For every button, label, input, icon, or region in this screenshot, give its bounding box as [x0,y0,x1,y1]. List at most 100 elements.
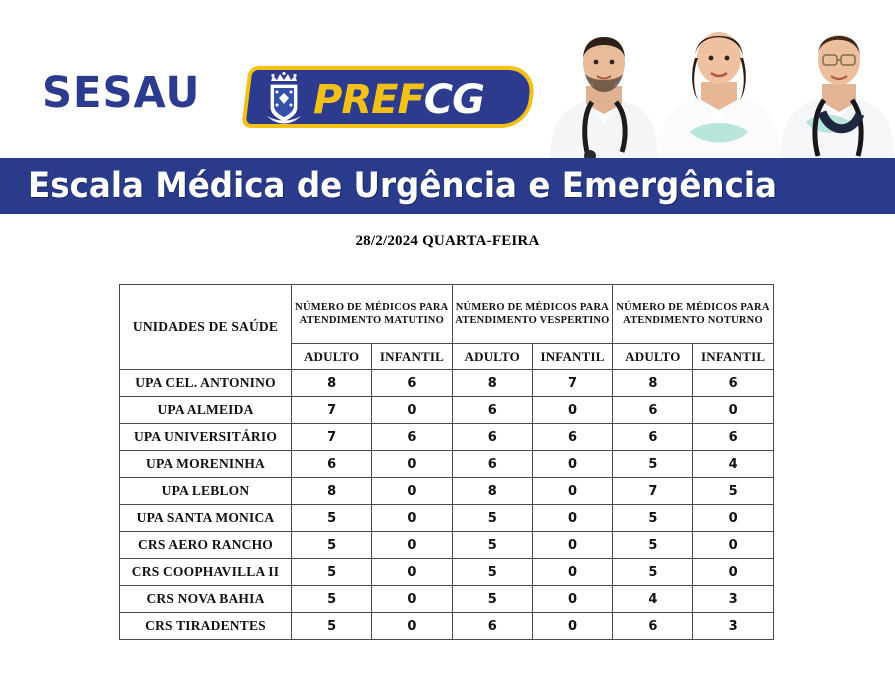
cell-noturno-adulto: 5 [612,504,694,532]
page-title-banner: Escala Médica de Urgência e Emergência [0,158,895,214]
unit-name: UPA LEBLON [119,477,292,505]
cell-matutino-infantil: 0 [371,477,453,505]
unit-name: CRS NOVA BAHIA [119,585,292,613]
cell-noturno-infantil: 5 [692,477,774,505]
cell-vespertino-infantil: 0 [531,450,614,478]
cell-matutino-infantil: 0 [371,612,453,640]
table-header-row-groups: UNIDADES DE SAÚDE NÚMERO DE MÉDICOS PARA… [119,284,774,370]
unit-name: CRS TIRADENTES [119,612,292,640]
cell-vespertino-adulto: 6 [451,396,533,424]
prefcg-logo-badge: PREFCG [241,66,537,128]
cell-vespertino-adulto: 8 [451,477,533,505]
column-group-vespertino: NÚMERO DE MÉDICOS PARA ATENDIMENTO VESPE… [451,284,614,344]
table-row: UPA SANTA MONICA 5 0 5 0 5 0 [119,504,774,532]
column-group-matutino: NÚMERO DE MÉDICOS PARA ATENDIMENTO MATUT… [291,284,453,344]
cell-vespertino-infantil: 0 [531,504,614,532]
table-row: CRS COOPHAVILLA II 5 0 5 0 5 0 [119,558,774,586]
table-body: UPA CEL. ANTONINO 8 6 8 7 8 6 UPA ALMEID… [119,369,774,640]
cell-vespertino-infantil: 0 [531,612,614,640]
cell-noturno-adulto: 6 [612,423,694,451]
cell-matutino-infantil: 6 [371,423,453,451]
column-header-noturno-infantil: INFANTIL [692,343,774,370]
column-header-matutino-adulto: ADULTO [290,343,373,370]
schedule-date: 28/2/2024 QUARTA-FEIRA [355,233,540,249]
cell-matutino-adulto: 7 [290,423,373,451]
table-row: CRS TIRADENTES 5 0 6 0 6 3 [119,612,774,640]
cell-matutino-infantil: 0 [371,450,453,478]
table-row: UPA LEBLON 8 0 8 0 7 5 [119,477,774,505]
cell-vespertino-adulto: 5 [451,531,533,559]
cell-noturno-adulto: 5 [612,558,694,586]
table-row: UPA ALMEIDA 7 0 6 0 6 0 [119,396,774,424]
column-group-noturno: NÚMERO DE MÉDICOS PARA ATENDIMENTO NOTUR… [612,284,774,344]
cell-vespertino-infantil: 0 [531,531,614,559]
cell-vespertino-adulto: 8 [451,369,533,397]
cell-matutino-adulto: 5 [290,585,373,613]
cell-matutino-adulto: 8 [290,369,373,397]
cell-noturno-infantil: 3 [692,612,774,640]
table-row: UPA MORENINHA 6 0 6 0 5 4 [119,450,774,478]
cell-noturno-adulto: 6 [612,396,694,424]
cell-vespertino-infantil: 0 [531,477,614,505]
cell-matutino-adulto: 5 [290,558,373,586]
cell-noturno-infantil: 6 [692,369,774,397]
cell-vespertino-infantil: 0 [531,558,614,586]
cell-matutino-adulto: 5 [290,531,373,559]
table-row: CRS AERO RANCHO 5 0 5 0 5 0 [119,531,774,559]
cell-noturno-adulto: 7 [612,477,694,505]
cell-matutino-adulto: 8 [290,477,373,505]
unit-name: UPA CEL. ANTONINO [119,369,292,397]
cell-noturno-adulto: 5 [612,531,694,559]
table-row: UPA UNIVERSITÁRIO 7 6 6 6 6 6 [119,423,774,451]
cell-noturno-infantil: 0 [692,504,774,532]
cell-matutino-adulto: 5 [290,504,373,532]
cell-vespertino-infantil: 0 [531,396,614,424]
cell-vespertino-infantil: 0 [531,585,614,613]
unit-name: UPA MORENINHA [119,450,292,478]
prefcg-prefix: PREF [313,77,424,123]
cell-noturno-infantil: 4 [692,450,774,478]
prefcg-suffix: CG [423,77,484,123]
cell-noturno-infantil: 0 [692,396,774,424]
column-header-matutino-infantil: INFANTIL [371,343,453,370]
cell-matutino-infantil: 0 [371,396,453,424]
cell-matutino-adulto: 7 [290,396,373,424]
cell-matutino-infantil: 0 [371,504,453,532]
page-title: Escala Médica de Urgência e Emergência [28,166,777,206]
cell-matutino-infantil: 0 [371,558,453,586]
cell-noturno-adulto: 8 [612,369,694,397]
cell-noturno-infantil: 0 [692,531,774,559]
cell-vespertino-adulto: 5 [451,558,533,586]
column-header-noturno-adulto: ADULTO [612,343,694,370]
cell-matutino-infantil: 6 [371,369,453,397]
cell-noturno-adulto: 4 [612,585,694,613]
cell-vespertino-adulto: 6 [451,612,533,640]
table-row: CRS NOVA BAHIA 5 0 5 0 4 3 [119,585,774,613]
cell-matutino-infantil: 0 [371,585,453,613]
cell-vespertino-infantil: 7 [531,369,614,397]
logo-header-area: SESAU [0,0,895,160]
unit-name: CRS COOPHAVILLA II [119,558,292,586]
cell-noturno-infantil: 6 [692,423,774,451]
unit-name: UPA UNIVERSITÁRIO [119,423,292,451]
coat-of-arms-icon [259,71,309,128]
cell-vespertino-infantil: 6 [531,423,614,451]
medical-schedule-table: UNIDADES DE SAÚDE NÚMERO DE MÉDICOS PARA… [119,284,774,640]
cell-matutino-adulto: 5 [290,612,373,640]
column-header-vespertino-adulto: ADULTO [451,343,533,370]
cell-noturno-adulto: 5 [612,450,694,478]
cell-vespertino-adulto: 6 [451,423,533,451]
column-header-units: UNIDADES DE SAÚDE [119,284,292,370]
cell-noturno-adulto: 6 [612,612,694,640]
cell-noturno-infantil: 3 [692,585,774,613]
cell-noturno-infantil: 0 [692,558,774,586]
cell-matutino-adulto: 6 [290,450,373,478]
table-header-row-subs: ADULTO INFANTIL ADULTO INFANTIL ADULTO I… [120,343,774,370]
prefcg-wordmark: PREFCG [313,77,484,123]
unit-name: UPA SANTA MONICA [119,504,292,532]
unit-name: CRS AERO RANCHO [119,531,292,559]
sesau-wordmark: SESAU [42,68,201,118]
cell-vespertino-adulto: 5 [451,504,533,532]
cell-matutino-infantil: 0 [371,531,453,559]
unit-name: UPA ALMEIDA [119,396,292,424]
